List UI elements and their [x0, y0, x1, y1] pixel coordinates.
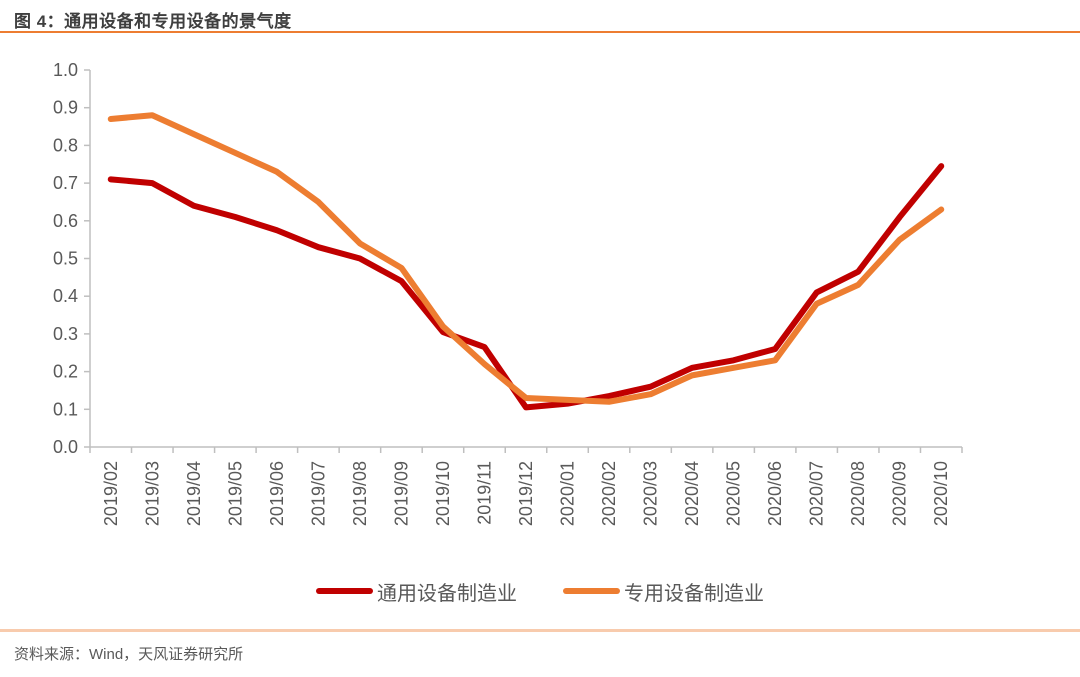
- footer-rule: [0, 629, 1080, 632]
- x-tick-label: 2020/08: [848, 461, 868, 526]
- x-tick-label: 2020/04: [682, 461, 702, 526]
- x-tick-label: 2020/06: [765, 461, 785, 526]
- y-tick-label: 0.1: [53, 399, 78, 419]
- x-tick-label: 2020/10: [931, 461, 951, 526]
- y-tick-labels: 0.0 0.1 0.2 0.3 0.4 0.5 0.6 0.7 0.8 0.9 1.0: [53, 60, 78, 457]
- legend-label: 专用设备制造业: [624, 582, 764, 605]
- y-tick-label: 0.7: [53, 173, 78, 193]
- y-tick-label: 0.5: [53, 249, 78, 269]
- x-tick-label: 2020/05: [724, 461, 744, 526]
- y-tick-label: 0.4: [53, 286, 78, 306]
- x-tick-label: 2020/02: [599, 461, 619, 526]
- source-text: 资料来源：Wind，天风证券研究所: [14, 646, 244, 663]
- x-tick-label: 2019/12: [516, 461, 536, 526]
- x-tick-label: 2019/07: [308, 461, 328, 526]
- legend-swatch: [316, 588, 373, 594]
- series-line: [107, 112, 945, 405]
- legend-swatch: [563, 588, 620, 594]
- title-underline-rule: [0, 31, 1080, 33]
- line-chart: 0.0 0.1 0.2 0.3 0.4 0.5 0.6 0.7 0.8 0.9 1.0 2019/0…: [53, 60, 963, 526]
- legend-item: 通用设备制造业: [316, 577, 517, 606]
- x-tick-label: 2020/01: [558, 461, 578, 526]
- x-tick-label: 2019/05: [225, 461, 245, 526]
- y-tick-label: 0.0: [53, 437, 78, 457]
- x-tick-label: 2019/03: [142, 461, 162, 526]
- chart-legend: 通用设备制造业 专用设备制造业: [0, 576, 1080, 606]
- x-tick-label: 2019/09: [391, 461, 411, 526]
- legend-item: 专用设备制造业: [563, 577, 764, 606]
- x-tick-label: 2020/03: [641, 461, 661, 526]
- x-axis: [89, 446, 963, 453]
- y-tick-label: 0.9: [53, 98, 78, 118]
- y-tick-label: 0.8: [53, 135, 78, 155]
- series-lines: [107, 112, 945, 411]
- series-line: [107, 163, 945, 411]
- chart-title: 图 4：通用设备和专用设备的景气度: [14, 12, 292, 31]
- x-tick-label: 2019/02: [101, 461, 121, 526]
- y-tick-label: 0.3: [53, 324, 78, 344]
- x-tick-label: 2019/06: [267, 461, 287, 526]
- y-tick-label: 1.0: [53, 60, 78, 80]
- x-tick-label: 2020/09: [890, 461, 910, 526]
- x-tick-label: 2020/07: [807, 461, 827, 526]
- x-tick-label: 2019/04: [184, 461, 204, 526]
- line-chart-canvas: 0.0 0.1 0.2 0.3 0.4 0.5 0.6 0.7 0.8 0.9 1.0 2019/0…: [53, 60, 963, 526]
- y-tick-label: 0.6: [53, 211, 78, 231]
- x-tick-label: 2019/10: [433, 461, 453, 526]
- x-tick-label: 2019/11: [474, 461, 494, 525]
- y-tick-label: 0.2: [53, 362, 78, 382]
- x-tick-label: 2019/08: [350, 461, 370, 526]
- x-tick-labels: 2019/02 2019/03 2019/04 2019/05 2019/06 2019/…: [101, 461, 951, 526]
- y-axis: [84, 69, 91, 448]
- legend-label: 通用设备制造业: [377, 582, 517, 605]
